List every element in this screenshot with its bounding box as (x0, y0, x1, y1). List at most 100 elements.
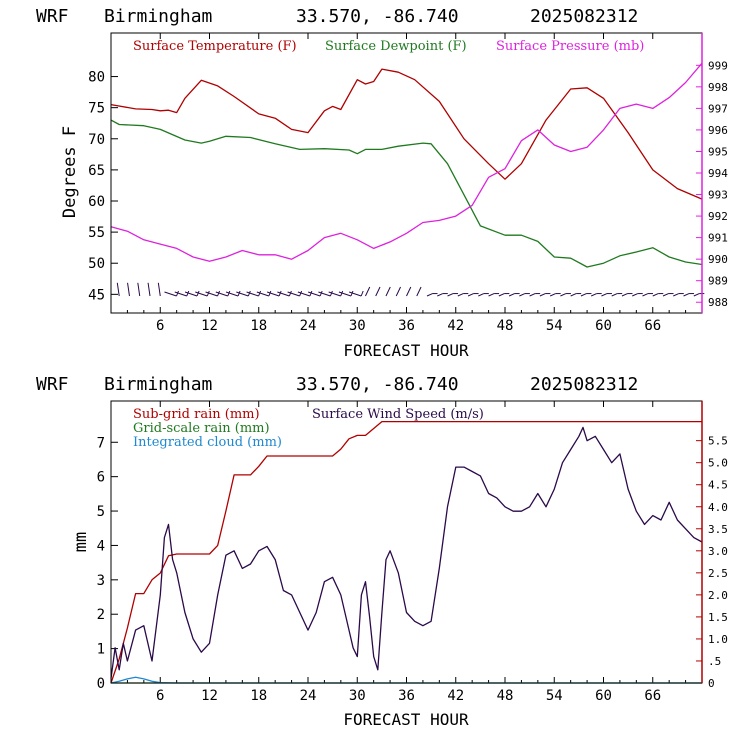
barb-shaft (277, 291, 290, 297)
wind-barb (611, 293, 623, 297)
wind-barb (375, 286, 381, 297)
x-tick-label: 60 (595, 688, 612, 704)
barb-shaft (157, 282, 161, 297)
barb-flag (196, 290, 200, 297)
barb-flag (309, 290, 313, 297)
barb-flag (360, 290, 364, 297)
top-plot-frame (110, 32, 703, 314)
wind-barb (116, 282, 120, 297)
wind-barb (519, 293, 530, 297)
x-tick-label: 66 (644, 688, 661, 704)
top-x-axis-label: FORECAST HOUR (343, 341, 469, 360)
wind-barb (195, 290, 210, 297)
right-y-tick-label: 993 (708, 189, 728, 202)
x-tick-label: 36 (398, 318, 415, 334)
legend-dewpoint: Surface Dewpoint (F) (325, 39, 467, 54)
barb-shaft (236, 291, 249, 297)
barb-shaft (447, 293, 454, 297)
wind-barb (478, 293, 489, 297)
series-line-3 (110, 426, 703, 679)
barb-shaft (385, 286, 391, 297)
wind-barb (395, 286, 401, 297)
wind-barb (642, 293, 654, 297)
wind-barb (457, 293, 469, 297)
right-y-tick-label: 4.0 (708, 501, 728, 514)
wind-barb (164, 290, 179, 297)
barb-shaft (195, 291, 208, 297)
barb-shaft (519, 293, 526, 297)
barb-shaft (297, 291, 311, 297)
barb-shaft (580, 293, 587, 297)
top-init-label: 2025082312 (530, 6, 638, 27)
y-tick-label: 2 (97, 607, 105, 623)
barb-shaft (693, 293, 700, 297)
barb-flag (329, 290, 333, 297)
barb-flag (350, 290, 354, 297)
barb-shaft (127, 282, 130, 297)
wind-barb (549, 293, 561, 297)
bottom-y-axis-label: mm (71, 532, 91, 552)
x-tick-label: 48 (497, 688, 514, 704)
barb-shaft (467, 293, 474, 297)
y-tick-label: 5 (97, 504, 105, 520)
wind-barb (539, 293, 551, 297)
top-series-lines (110, 62, 703, 268)
barb-shaft (426, 293, 433, 297)
barb-shaft (457, 293, 464, 297)
wind-barb (266, 290, 282, 297)
x-tick-label: 24 (300, 688, 317, 704)
right-y-tick-label: 999 (708, 59, 728, 72)
x-tick-label: 18 (250, 318, 267, 334)
barb-shaft (164, 291, 177, 297)
right-y-tick-label: 2.5 (708, 567, 728, 580)
x-tick-label: 30 (349, 688, 366, 704)
wind-barb (437, 293, 448, 297)
wind-barb (601, 293, 612, 297)
right-y-tick-label: 996 (708, 124, 728, 137)
barb-shaft (174, 291, 187, 297)
x-tick-label: 18 (250, 688, 267, 704)
bottom-init-label: 2025082312 (530, 374, 638, 395)
barb-flag (176, 290, 179, 297)
wind-barb (467, 293, 479, 297)
legend-pressure: Surface Pressure (mb) (496, 39, 644, 54)
barb-shaft (225, 291, 239, 297)
wind-barb (385, 286, 391, 297)
barb-flag (206, 290, 210, 297)
barb-shaft (662, 293, 669, 297)
barb-shaft (478, 293, 485, 297)
wind-barb (328, 290, 344, 297)
x-tick-label: 36 (398, 688, 415, 704)
x-tick-label: 30 (349, 318, 366, 334)
wind-barb (621, 293, 633, 297)
wind-barb (488, 293, 500, 297)
barb-shaft (508, 293, 515, 297)
barb-shaft (205, 291, 218, 297)
right-y-tick-label: 988 (708, 296, 728, 309)
x-tick-label: 66 (644, 318, 661, 334)
top-station-label: Birmingham (104, 6, 212, 27)
barb-shaft (318, 291, 331, 297)
barb-shaft (365, 286, 371, 297)
temperature-panel: WRF Birmingham 33.570, -86.740 202508231… (36, 6, 728, 360)
barb-shaft (256, 291, 270, 297)
barb-flag (278, 290, 282, 297)
barb-shaft (632, 293, 638, 297)
wind-barb (498, 293, 510, 297)
right-y-tick-label: 989 (708, 275, 728, 288)
right-y-tick-label: 2.0 (708, 589, 728, 602)
barb-shaft (570, 293, 577, 297)
x-tick-label: 12 (201, 688, 218, 704)
barb-flag (227, 290, 231, 297)
bottom-coords-label: 33.570, -86.740 (296, 374, 459, 395)
wind-barb (570, 293, 582, 297)
wind-barb (632, 293, 643, 297)
barb-shaft (215, 291, 228, 297)
wind-barb (365, 286, 371, 297)
barb-shaft (184, 291, 198, 297)
top-model-label: WRF (36, 6, 69, 27)
barb-flag (217, 290, 221, 297)
barb-flag (247, 290, 251, 297)
wind-barb (447, 293, 459, 297)
